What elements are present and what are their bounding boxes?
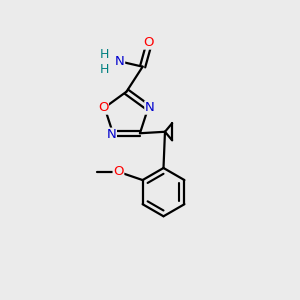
Text: O: O — [113, 165, 124, 178]
Text: O: O — [98, 101, 108, 114]
Text: N: N — [145, 101, 154, 114]
Text: H: H — [100, 48, 109, 62]
Text: H: H — [100, 63, 109, 76]
Text: O: O — [143, 36, 154, 49]
Text: N: N — [115, 55, 124, 68]
Text: N: N — [106, 128, 116, 141]
